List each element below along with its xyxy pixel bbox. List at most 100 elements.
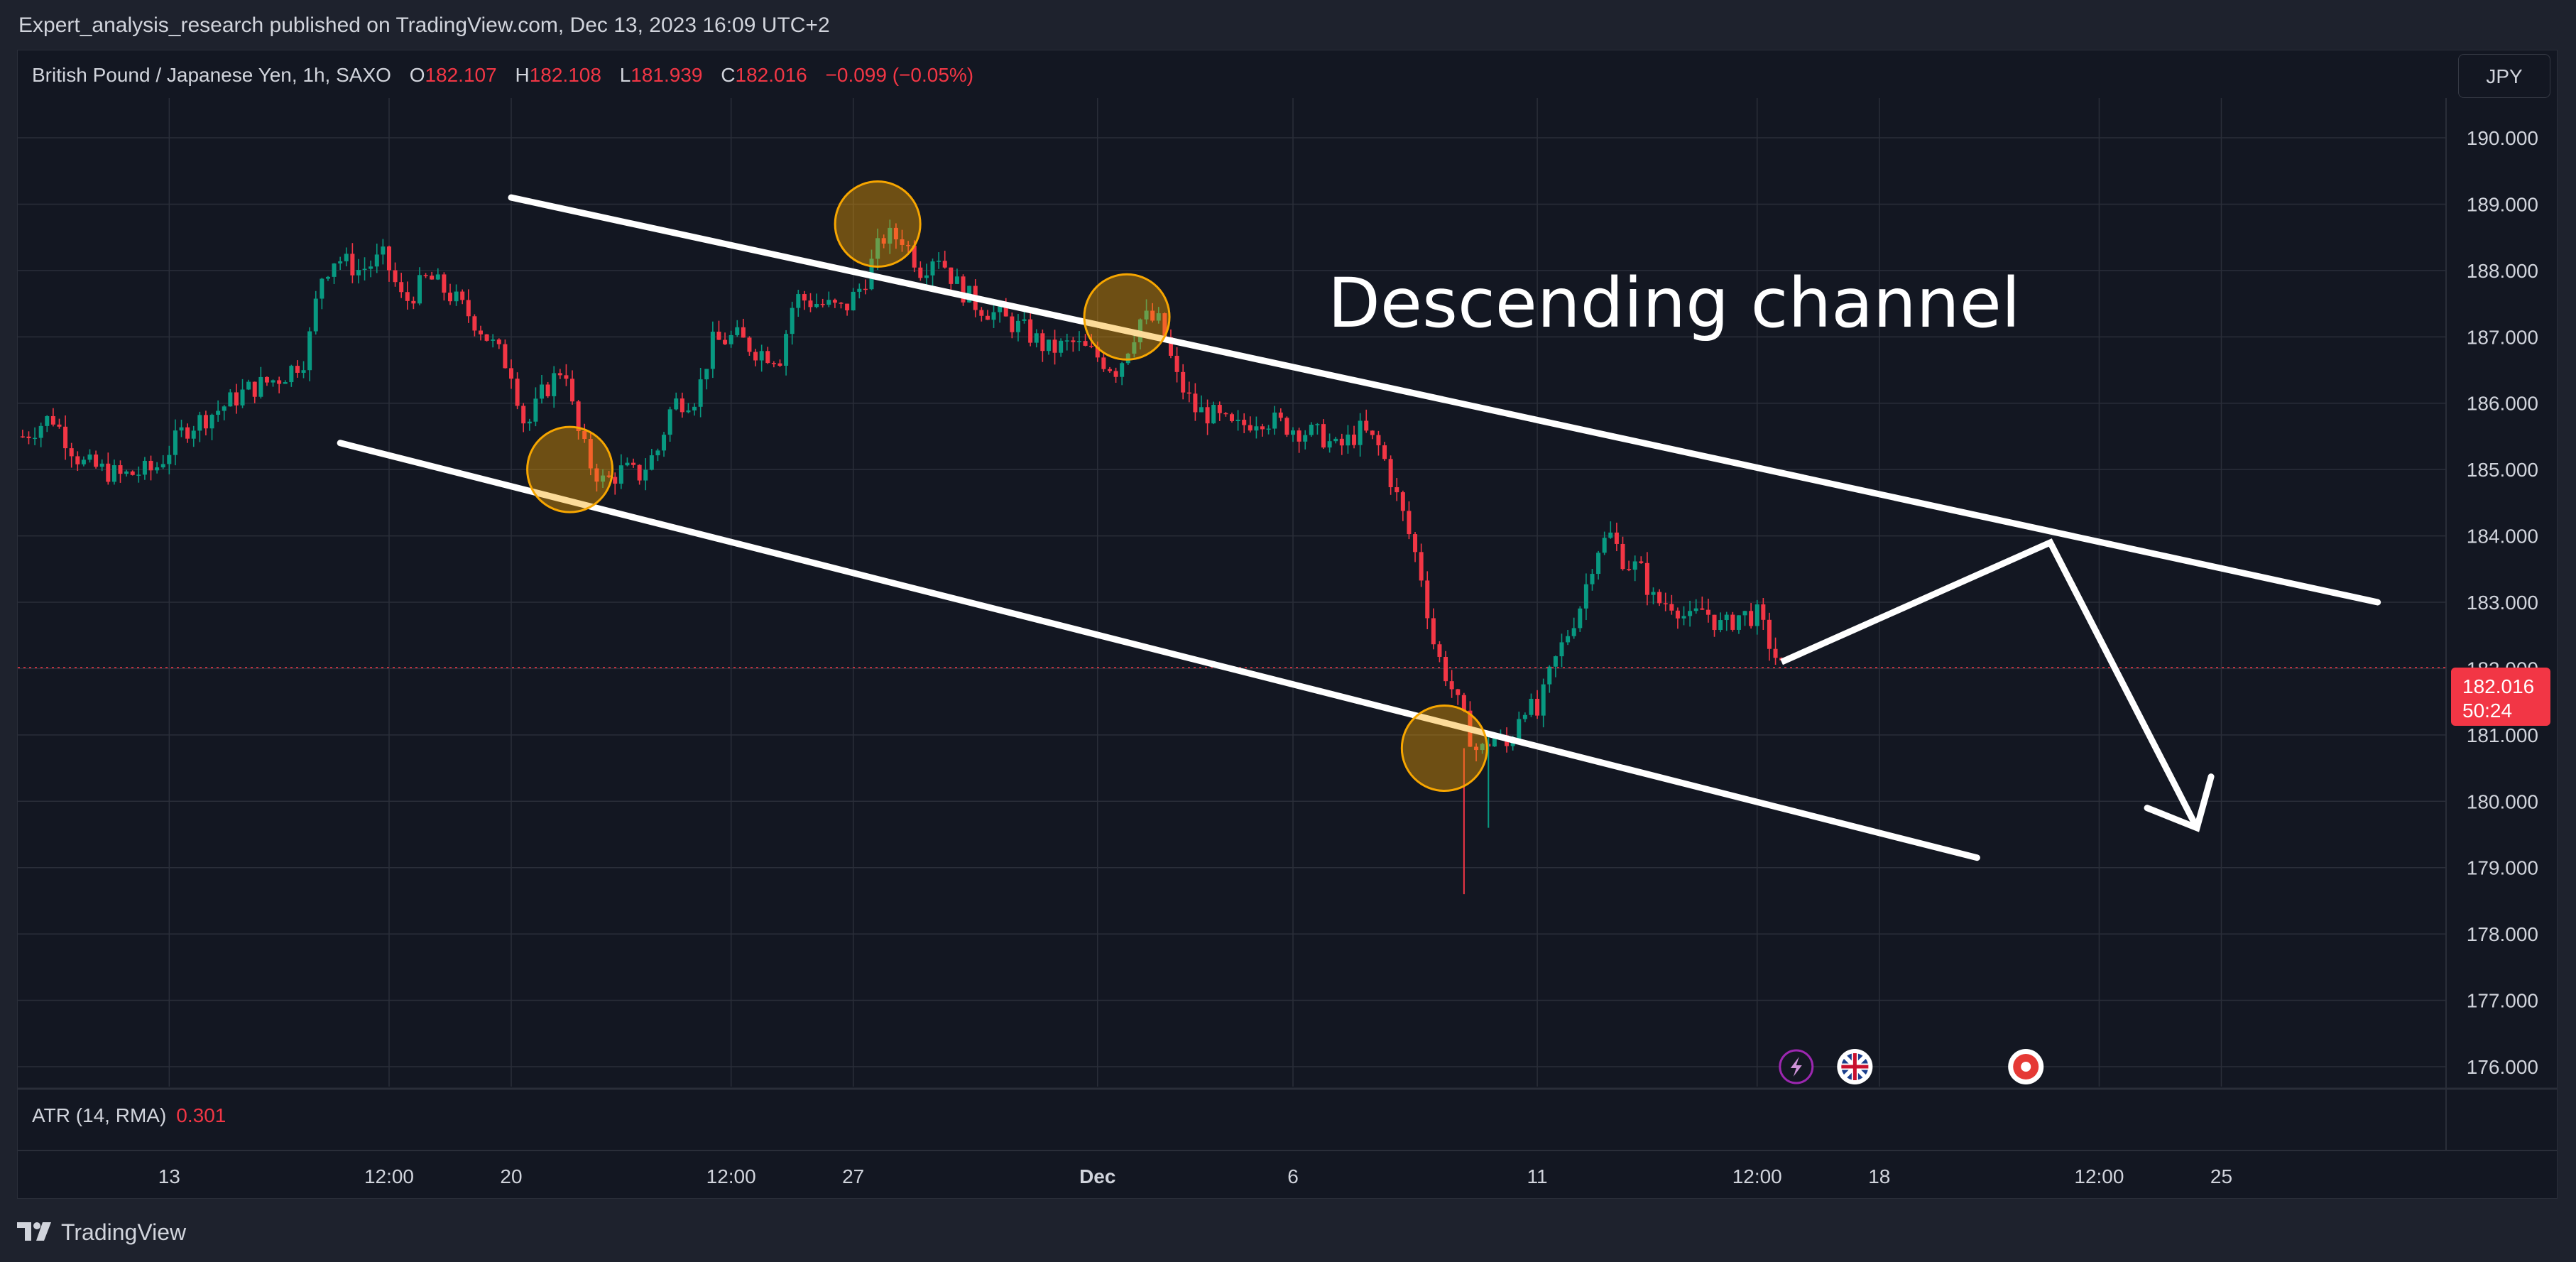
candle-body <box>222 406 227 411</box>
candle <box>784 330 789 376</box>
candle <box>1596 550 1601 580</box>
candle <box>893 223 898 249</box>
time-axis[interactable]: 13 12:00 20 12:00 27 Dec 6 11 12:00 18 12:00 25 <box>158 1165 2232 1187</box>
candle <box>1278 408 1283 422</box>
candle-body <box>1578 608 1583 629</box>
brand-bar[interactable]: TradingView <box>17 1214 186 1250</box>
candle-body <box>1553 656 1558 667</box>
candle <box>1522 712 1527 723</box>
candle <box>1767 612 1772 661</box>
candle-body <box>1571 628 1576 636</box>
candle-body <box>393 270 398 283</box>
candle-body <box>320 278 324 299</box>
atr-legend[interactable]: ATR (14, RMA) 0.301 <box>32 1104 226 1127</box>
candles-series <box>20 219 1784 895</box>
event-markers[interactable] <box>1779 1049 2044 1084</box>
price-tick-label: 184.000 <box>2467 526 2538 548</box>
candle-body <box>771 363 776 364</box>
candle <box>484 334 489 342</box>
candle-body <box>570 379 575 402</box>
candle-body <box>735 327 740 335</box>
time-tick-label: 12:00 <box>364 1165 414 1187</box>
candle-body <box>1242 420 1247 425</box>
candle-body <box>423 275 428 276</box>
candle-body <box>1346 434 1350 446</box>
candle-body <box>692 406 697 410</box>
candle-body <box>796 294 801 308</box>
time-tick-label: 20 <box>500 1165 522 1187</box>
high-value: 182.108 <box>529 64 601 86</box>
candle-body <box>75 456 80 464</box>
candle-body <box>264 376 269 383</box>
candle-body <box>1529 698 1534 715</box>
candle-body <box>399 282 404 293</box>
symbol-legend[interactable]: British Pound / Japanese Yen, 1h, SAXO O… <box>32 61 973 89</box>
candle-body <box>1724 614 1729 621</box>
price-axis[interactable]: 190.000 189.000 188.000 187.000 186.000 185.0… <box>2467 127 2538 1078</box>
candle <box>1284 416 1289 437</box>
candle <box>185 423 190 443</box>
candle <box>1382 442 1387 461</box>
candle <box>576 400 581 440</box>
candle <box>369 260 373 278</box>
candle <box>802 290 807 310</box>
candle <box>888 219 893 254</box>
candle-body <box>1693 608 1698 611</box>
candle <box>1358 413 1363 457</box>
candle-body <box>20 436 25 437</box>
candle <box>710 321 715 379</box>
candle-body <box>503 344 508 369</box>
candle-body <box>435 274 440 280</box>
candle-body <box>1254 426 1259 431</box>
candle <box>741 318 746 338</box>
candle-body <box>759 351 764 361</box>
candle-body <box>106 463 111 482</box>
candle <box>918 261 923 281</box>
candle <box>313 290 318 335</box>
candle-body <box>1583 584 1588 609</box>
candle-body <box>728 334 733 344</box>
candle-body <box>1272 412 1277 429</box>
candle-body <box>979 310 984 316</box>
candle-body <box>173 430 178 455</box>
candle-body <box>203 415 208 429</box>
candle-body <box>1150 310 1155 321</box>
candle-body <box>1437 644 1442 657</box>
currency-button[interactable]: JPY <box>2458 54 2550 98</box>
time-tick-label: 12:00 <box>2074 1165 2124 1187</box>
touch-marker-circle <box>834 180 922 268</box>
candle <box>1052 330 1057 365</box>
candle <box>442 272 447 301</box>
candle <box>173 419 178 466</box>
candle-body <box>50 415 55 425</box>
chart-frame[interactable] <box>17 50 2558 1199</box>
candle-body <box>533 398 538 422</box>
record-icon <box>2008 1049 2044 1084</box>
candle-body <box>680 398 684 413</box>
candle <box>954 268 959 285</box>
candle-body <box>1419 552 1424 581</box>
candle-body <box>1321 424 1326 448</box>
candle <box>1333 437 1338 444</box>
candle <box>1614 522 1619 552</box>
candle <box>1376 430 1381 456</box>
candle <box>301 361 306 379</box>
candle-body <box>790 308 795 334</box>
candle <box>325 276 330 281</box>
candle <box>1663 592 1668 611</box>
record-dot <box>2021 1062 2031 1072</box>
candle-body <box>45 415 50 426</box>
candle-body <box>197 415 202 431</box>
candle-body <box>1205 407 1210 424</box>
candle-body <box>1730 614 1735 630</box>
candle-body <box>1089 345 1094 347</box>
candle <box>1559 633 1564 668</box>
candle-body <box>344 254 349 261</box>
candle-body <box>240 389 245 406</box>
candle <box>1675 607 1680 629</box>
price-tick-label: 187.000 <box>2467 326 2538 348</box>
candle-body <box>924 275 929 278</box>
open-value: 182.107 <box>425 64 497 86</box>
candle <box>344 247 349 267</box>
